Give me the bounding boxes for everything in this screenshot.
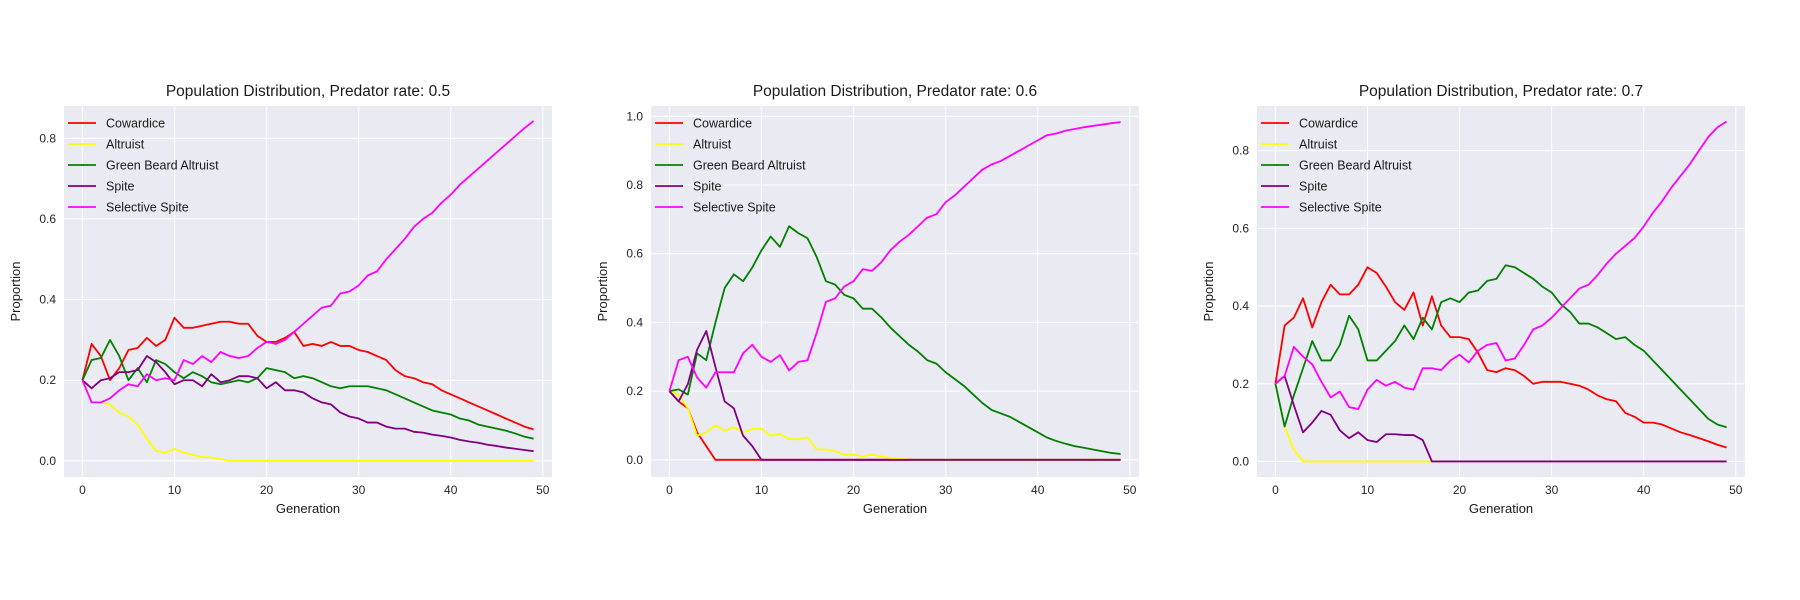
series-line-selective-spite [81, 120, 535, 404]
chart-title: Population Distribution, Predator rate: … [753, 83, 1037, 100]
y-tick-label: 1.0 [626, 109, 643, 123]
x-axis-label: Generation [1469, 501, 1533, 516]
series-line-spite [81, 355, 534, 453]
x-tick-label: 30 [352, 483, 366, 497]
y-tick-label: 0.6 [626, 247, 643, 261]
legend-label: Selective Spite [106, 201, 189, 215]
x-tick-label: 30 [1545, 483, 1559, 497]
x-tick-label: 50 [1123, 483, 1137, 497]
y-axis-label: Proportion [8, 262, 23, 322]
series-line-green-beard-altruist [669, 225, 1121, 455]
chart-panel-1: 0.0 0.2 0.4 0.6 0.8 0 10 20 30 40 50 Population Dis… [8, 83, 552, 516]
y-tick-label: 0.0 [1232, 454, 1249, 468]
series-line-selective-spite [1274, 120, 1728, 410]
x-tick-label: 10 [755, 483, 769, 497]
y-tick-label: 0.6 [39, 212, 56, 226]
x-tick-label: 10 [1361, 483, 1375, 497]
x-tick-label: 0 [79, 483, 86, 497]
legend-label: Altruist [106, 138, 145, 152]
y-tick-label: 0.4 [39, 293, 56, 307]
x-tick-label: 50 [1729, 483, 1743, 497]
legend-label: Cowardice [1299, 117, 1358, 131]
legend-label: Green Beard Altruist [693, 159, 806, 173]
series-line-cowardice [1274, 266, 1727, 449]
x-tick-label: 50 [536, 483, 550, 497]
legend-label: Green Beard Altruist [1299, 159, 1412, 173]
series-line-spite [1274, 375, 1727, 463]
series-line-green-beard-altruist [81, 338, 534, 440]
legend-label: Cowardice [693, 117, 752, 131]
y-tick-label: 0.4 [1232, 299, 1249, 313]
series-line-green-beard-altruist [1274, 264, 1727, 429]
y-axis-label: Proportion [595, 262, 610, 322]
legend: Cowardice Altruist Green Beard Altruist Spi… [655, 117, 806, 215]
legend-label: Spite [1299, 180, 1328, 194]
y-tick-label: 0.8 [39, 131, 56, 145]
legend-label: Spite [106, 180, 135, 194]
series-line-selective-spite [668, 121, 1121, 392]
plot-area [64, 106, 552, 477]
x-tick-label: 40 [1637, 483, 1651, 497]
x-tick-label: 40 [444, 483, 458, 497]
y-axis-label: Proportion [1201, 262, 1216, 322]
legend-label: Cowardice [106, 117, 165, 131]
y-tick-label: 0.8 [626, 178, 643, 192]
y-tick-label: 0.0 [39, 454, 56, 468]
x-tick-label: 0 [666, 483, 673, 497]
x-tick-label: 40 [1031, 483, 1045, 497]
chart-title: Population Distribution, Predator rate: … [166, 83, 450, 100]
legend: Cowardice Altruist Green Beard Altruist Spi… [68, 117, 219, 215]
chart-panel-2: 0.0 0.2 0.4 0.6 0.8 1.0 0 10 20 30 40 50 Population … [595, 83, 1139, 516]
chart-panel-3: 0.0 0.2 0.4 0.6 0.8 0 10 20 30 40 50 Population Dis… [1201, 83, 1745, 516]
x-tick-label: 0 [1272, 483, 1279, 497]
legend-label: Selective Spite [693, 201, 776, 215]
legend-label: Altruist [1299, 138, 1338, 152]
x-axis-label: Generation [863, 501, 927, 516]
series-line-altruist [81, 379, 534, 462]
chart-title: Population Distribution, Predator rate: … [1359, 83, 1643, 100]
y-tick-label: 0.0 [626, 453, 643, 467]
y-tick-label: 0.8 [1232, 144, 1249, 158]
x-tick-label: 20 [1453, 483, 1467, 497]
series-line-cowardice [81, 316, 534, 431]
legend-label: Altruist [693, 138, 732, 152]
y-tick-label: 0.2 [626, 384, 643, 398]
y-tick-label: 0.4 [626, 315, 643, 329]
legend-label: Selective Spite [1299, 201, 1382, 215]
y-tick-label: 0.2 [1232, 377, 1249, 391]
x-tick-label: 20 [260, 483, 274, 497]
y-tick-label: 0.6 [1232, 221, 1249, 235]
y-tick-label: 0.2 [39, 373, 56, 387]
x-tick-label: 10 [168, 483, 182, 497]
x-tick-label: 20 [847, 483, 861, 497]
x-tick-label: 30 [939, 483, 953, 497]
legend-label: Spite [693, 180, 722, 194]
x-axis-label: Generation [276, 501, 340, 516]
plot-area [651, 106, 1139, 477]
legend: Cowardice Altruist Green Beard Altruist Spi… [1261, 117, 1412, 215]
series-line-spite [668, 330, 1121, 461]
legend-label: Green Beard Altruist [106, 159, 219, 173]
